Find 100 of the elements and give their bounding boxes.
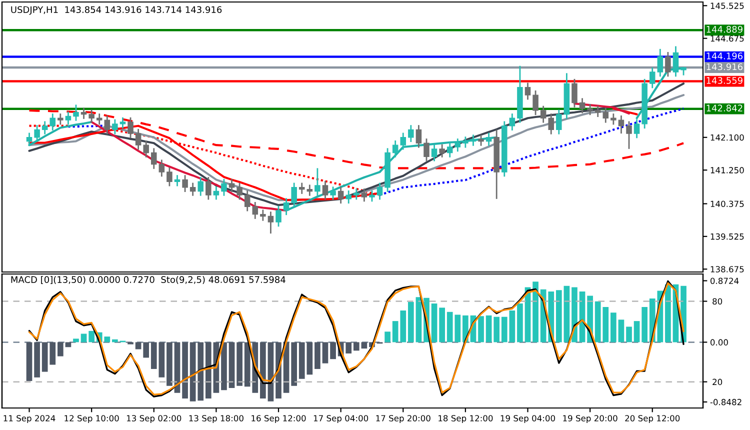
ref-line-label: 143.559 [706,77,742,84]
bar [34,342,40,378]
candlestick [306,184,313,197]
x-tick-label: 12 Sep 10:00 [64,415,119,424]
candlestick [454,138,461,152]
candlestick [587,103,593,116]
bar [158,342,165,378]
x-tick-label: 20 Sep 12:00 [625,415,680,424]
x-tick-label: 11 Sep 2024 [4,415,56,424]
candlestick [392,140,398,158]
candlestick [198,176,204,197]
bar [353,342,360,351]
bar [556,290,562,342]
bar [57,342,64,356]
bar [626,326,632,342]
candlestick [424,138,430,162]
bar [346,342,352,354]
candlestick [431,144,438,162]
candlestick [34,124,40,143]
candlestick [174,174,180,187]
x-tick-label: 13 Sep 02:00 [126,415,182,424]
bar [478,316,484,342]
bar [73,338,79,342]
candlestick [634,118,640,139]
x-tick-label: 19 Sep 20:00 [563,415,618,424]
candlestick [260,208,266,222]
candlestick [532,90,538,116]
candlestick [104,114,110,136]
candlestick [135,128,142,150]
bar [439,308,445,342]
y-tick-label: 0.8724 [710,278,739,284]
bar [610,312,616,342]
chart-title: USDJPY,H1 143.854 143.916 143.714 143.916 [11,6,222,15]
candlestick [579,97,586,114]
ref-line-label: 143.916 [706,63,743,70]
candlestick [228,178,235,193]
x-tick-label: 17 Sep 20:00 [376,415,430,424]
bar [408,302,414,342]
candlestick [524,82,531,100]
candlestick [408,124,414,143]
bar [198,342,204,401]
candlestick [470,134,476,147]
bar [143,342,150,358]
candlestick [478,134,484,147]
candlestick [143,140,149,158]
bar [361,342,368,349]
bar [416,297,422,342]
candlestick [120,116,126,130]
candlestick [322,180,328,200]
bar [330,342,336,360]
x-tick-label: 16 Sep 12:00 [252,415,306,424]
candlestick [354,188,360,200]
bar [509,310,516,342]
candlestick [540,105,546,124]
bar [135,342,142,350]
candlestick [626,120,632,150]
bar [501,316,508,342]
candlestick [221,178,227,197]
candlestick [151,147,157,170]
candlestick [509,112,516,132]
y-tick-label: -0.8482 [710,398,742,406]
candlestick [73,104,79,122]
candlestick [65,110,72,126]
x-tick-label: 13 Sep 18:00 [189,415,244,424]
bar [182,342,188,399]
candlestick [58,112,64,126]
candlestick [80,107,87,120]
bar [221,342,227,390]
bar [291,342,298,386]
bar [517,303,523,342]
candlestick [330,186,336,200]
candlestick [190,182,196,197]
bar [486,315,492,342]
bar [150,342,157,369]
candlestick [298,182,305,195]
bar [384,332,390,342]
candlestick [268,210,274,234]
bar [166,342,172,386]
candlestick [112,118,118,136]
chart-title: MACD [0](13,50) 0.0000 0.7270 Sto(9,2,5) 48.0691 57.5984 [11,276,286,284]
bar [80,334,87,342]
bar [26,342,32,381]
y-tick-label: 140.375 [710,200,744,208]
bar [190,342,196,402]
candlestick [128,116,134,139]
candlestick [602,107,609,124]
y-tick-label: 145.525 [710,2,744,9]
candlestick [276,205,282,228]
y-tick-label: 144.675 [710,35,744,42]
candlestick [376,182,383,200]
candlestick [361,188,368,202]
bar [314,342,320,369]
candlestick [548,112,554,136]
bar [88,330,94,342]
candlestick [291,182,297,208]
bar [494,316,500,342]
candlestick [556,108,562,136]
y-tick-label: 139.525 [710,233,744,240]
bar [228,342,235,388]
bar [634,321,640,342]
